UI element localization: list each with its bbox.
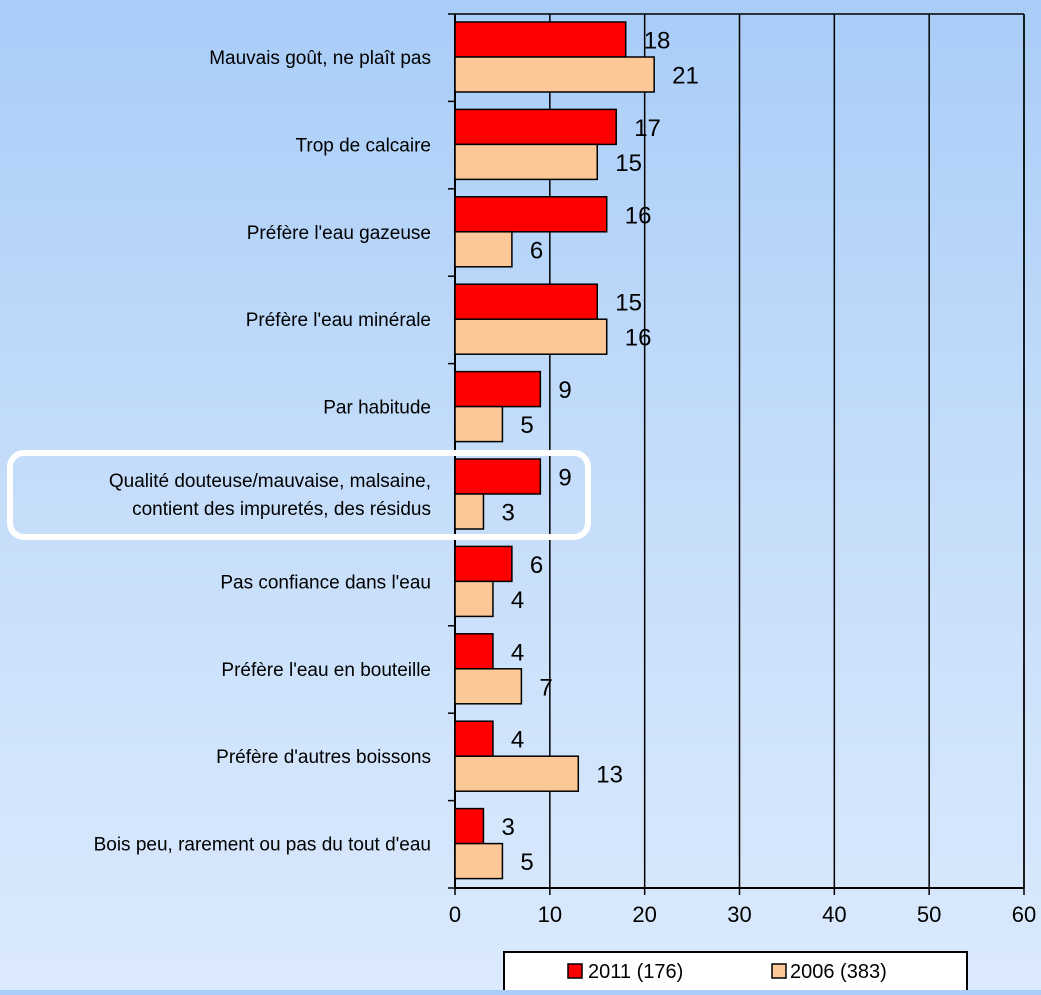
data-label: 6 [530,237,543,264]
bar-series-1 [454,283,598,320]
data-label: 6 [530,552,543,579]
x-tick-label: 60 [1012,902,1036,927]
category-label: Mauvais goût, ne plaît pas [209,48,431,69]
data-label: 7 [539,674,552,701]
x-tick-label: 40 [822,902,846,927]
data-label: 5 [520,412,533,439]
bar-series-2 [454,143,598,181]
data-label: 4 [511,587,524,614]
category-label-line: Qualité douteuse/mauvaise, malsaine, [109,471,431,492]
data-label: 9 [558,465,571,492]
bar-series-1 [454,370,542,408]
bar-series-2 [454,56,655,93]
bar-series-2 [454,755,580,792]
data-label: 16 [625,202,652,229]
bar-series-1 [454,807,485,845]
category-label-line: Pas confiance dans l'eau [220,572,431,593]
bar-series-1 [454,196,608,233]
data-label: 21 [672,63,699,90]
x-tick-label: 30 [727,902,751,927]
bar-series-1 [454,633,494,670]
data-label: 4 [511,727,524,754]
data-label: 4 [511,639,524,666]
category-label: Par habitude [323,398,431,419]
x-tick-label: 20 [632,902,656,927]
bar-series-2 [454,231,513,268]
category-label: Préfère l'eau en bouteille [221,660,431,681]
legend-label: 2011 (176) [588,961,683,983]
category-label: Préfère l'eau minérale [246,310,431,331]
category-label-line: Préfère d'autres boissons [216,747,431,768]
category-label: Qualité douteuse/mauvaise, malsaine, cont… [109,471,431,520]
bar-series-2 [454,318,608,355]
x-tick-label: 50 [917,902,941,927]
bar-series-2 [454,668,523,705]
data-label: 15 [615,290,642,317]
bar-series-1 [454,21,627,58]
legend-label: 2006 (383) [790,961,887,983]
x-tick-label: 10 [538,902,562,927]
bar-series-2 [454,842,504,880]
bar-series-2 [454,580,494,618]
category-label: Pas confiance dans l'eau [220,572,431,593]
category-label: Trop de calcaire [295,135,431,156]
legend-swatch [771,963,787,979]
category-label-line: Préfère l'eau gazeuse [247,223,431,244]
data-label: 3 [501,814,514,841]
data-label: 15 [615,150,642,177]
bar-series-2 [454,405,504,443]
category-label-line: contient des impuretés, des résidus [132,499,431,520]
bar-series-1 [454,458,542,495]
bar-series-2 [454,493,485,530]
data-label: 9 [558,377,571,404]
legend-swatch [567,963,583,979]
category-label-line: Mauvais goût, ne plaît pas [209,48,431,69]
bar-series-1 [454,108,617,146]
category-label: Préfère d'autres boissons [216,747,431,768]
category-label-line: Préfère l'eau minérale [246,310,431,331]
highlight-box [7,450,591,540]
data-label: 17 [634,115,661,142]
data-label: 5 [520,849,533,876]
category-label: Bois peu, rarement ou pas du tout d'eau [94,835,431,856]
legend: 2011 (176) 2006 (383) [503,951,968,995]
data-label: 16 [625,325,652,352]
bar-series-1 [454,545,513,583]
category-label-line: Bois peu, rarement ou pas du tout d'eau [94,835,431,856]
x-tick-label: 0 [449,902,461,927]
data-label: 3 [501,500,514,527]
category-label-line: Préfère l'eau en bouteille [221,660,431,681]
category-label: Préfère l'eau gazeuse [247,223,431,244]
category-label-line: Par habitude [323,398,431,419]
data-label: 13 [596,762,623,789]
category-label-line: Trop de calcaire [295,135,431,156]
data-label: 18 [644,28,671,55]
bar-series-1 [454,720,494,757]
